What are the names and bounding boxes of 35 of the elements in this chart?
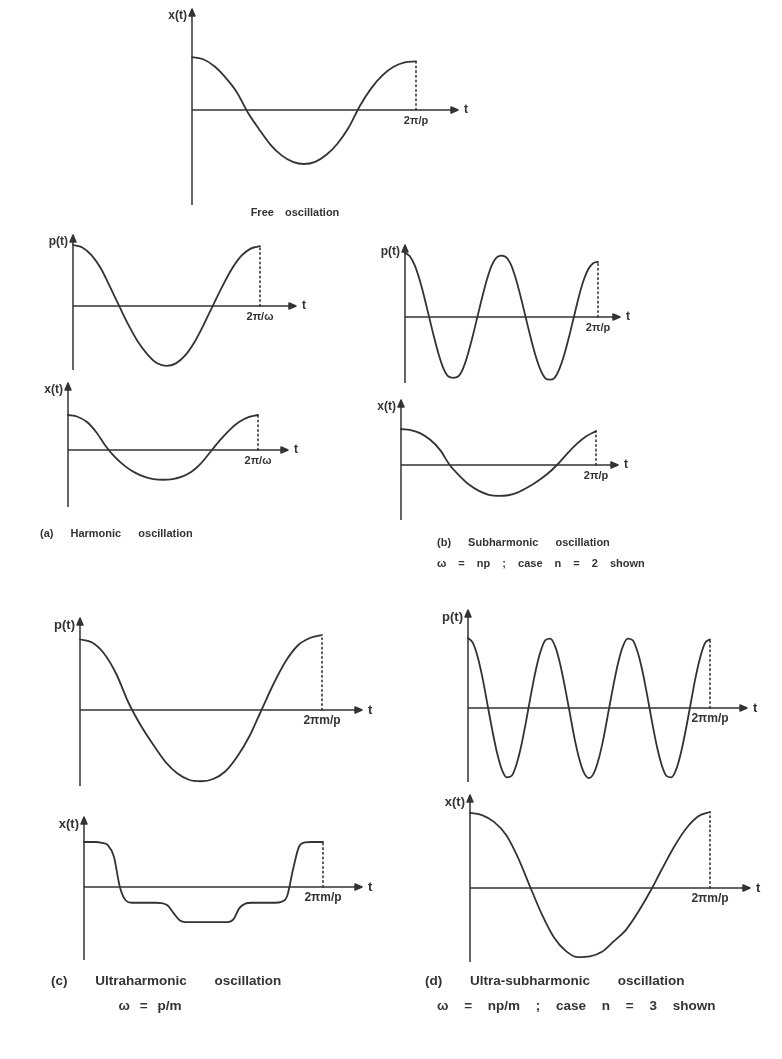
text: (a) Harmonic oscillation xyxy=(40,526,193,540)
x-axis-title: t xyxy=(368,878,373,894)
x-axis-title: t xyxy=(753,699,758,715)
x-axis-title: t xyxy=(368,701,373,717)
annotation: 2π/p xyxy=(583,468,609,481)
x-axis-title: t xyxy=(294,442,298,457)
text: Free oscillation xyxy=(250,205,340,219)
y-axis-title: p(t) xyxy=(48,234,68,249)
x-axis-title: t xyxy=(626,309,630,324)
text: (c) Ultraharmonic oscillation xyxy=(51,972,282,989)
y-axis-title: x(t) xyxy=(58,816,79,832)
y-axis-title: x(t) xyxy=(444,794,465,810)
x-axis-title: t xyxy=(756,879,761,895)
text: ω = np ; case n = 2 shown xyxy=(437,556,645,570)
x-axis-title: t xyxy=(624,457,628,472)
annotation: 2π/ω xyxy=(244,453,272,466)
y-axis-title: p(t) xyxy=(54,617,75,633)
annotation: 2πm/p xyxy=(304,890,342,905)
annotation: 2πm/p xyxy=(303,713,341,728)
x-axis-title: t xyxy=(302,298,306,313)
text: ω = p/m xyxy=(118,997,182,1014)
text: (b) Subharmonic oscillation xyxy=(437,535,610,549)
y-axis-title: x(t) xyxy=(44,382,63,397)
y-axis-title: x(t) xyxy=(377,399,396,414)
text: (d) Ultra-subharmonic oscillation xyxy=(425,972,685,989)
annotation: 2π/p xyxy=(403,113,429,126)
y-axis-title: p(t) xyxy=(380,244,400,259)
x-axis-title: t xyxy=(464,102,468,117)
y-axis-title: x(t) xyxy=(168,8,187,23)
annotation: 2π/p xyxy=(585,320,611,333)
y-axis-title: p(t) xyxy=(442,609,463,625)
annotation: 2πm/p xyxy=(691,891,729,906)
annotation: 2πm/p xyxy=(691,711,729,726)
text: ω = np/m ; case n = 3 shown xyxy=(437,997,716,1014)
annotation: 2π/ω xyxy=(246,309,274,322)
